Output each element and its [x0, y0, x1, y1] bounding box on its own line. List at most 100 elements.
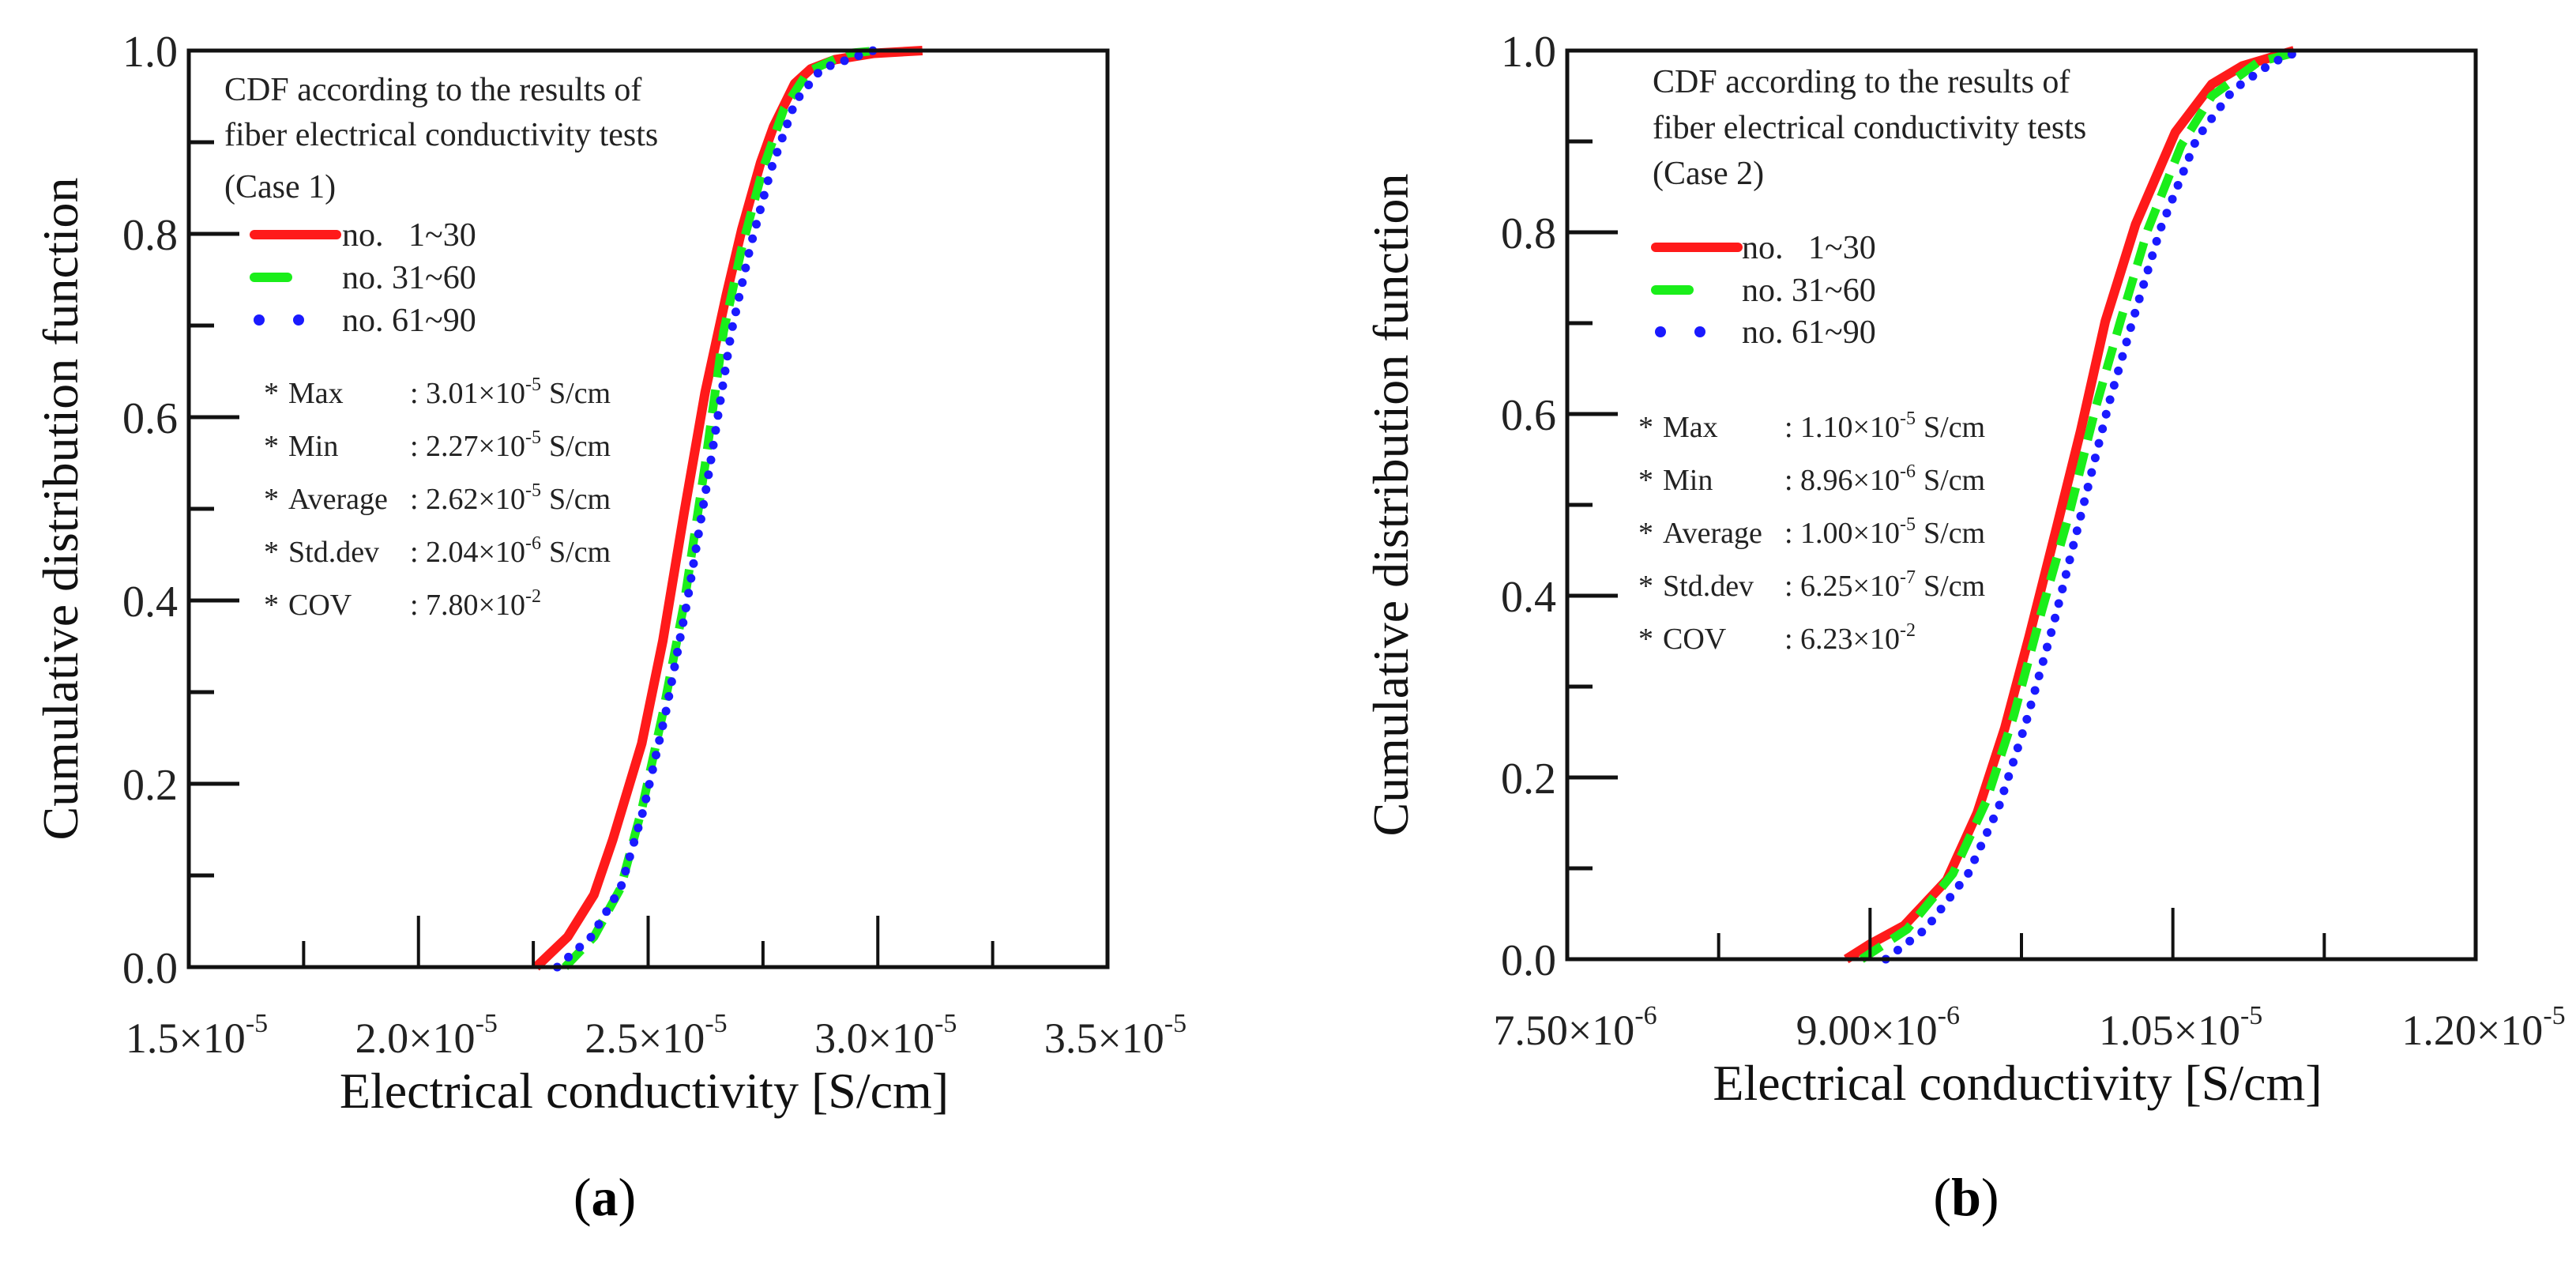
- y-tick-label: 1.0: [1501, 28, 1556, 77]
- stat-bullet: *: [264, 430, 279, 463]
- stat-label: COV: [1663, 623, 1727, 656]
- x-axis-title: Electrical conductivity [S/cm]: [340, 1063, 949, 1119]
- stat-exponent: -6: [525, 533, 541, 554]
- legend-label: no. 1~30: [1742, 230, 1876, 266]
- stat-row: * Std.dev : 6.25×10-7 S/cm: [1638, 567, 1985, 603]
- legend-item: no. 61~90: [1655, 314, 1876, 351]
- stat-mantissa: : 2.04×10: [410, 536, 525, 569]
- series-line-2: [1859, 49, 2293, 963]
- stat-value: : 6.23×10-2: [1784, 620, 1916, 656]
- stat-label: Std.dev: [1663, 570, 1754, 603]
- x-tick-mantissa: 1.5×10: [126, 1014, 246, 1062]
- legend: no. 1~30 no. 31~60 no. 61~90: [250, 217, 476, 339]
- stat-value: : 2.27×10-5 S/cm: [410, 427, 611, 463]
- x-tick-label: 3.0×10-5: [814, 1009, 957, 1062]
- stat-row: * COV: 7.80×10-2: [264, 586, 541, 622]
- stat-exponent: -2: [525, 586, 541, 607]
- stat-mantissa: : 8.96×10: [1784, 464, 1900, 497]
- stat-mantissa: : 7.80×10: [410, 589, 525, 622]
- x-tick-mantissa: 1.20×10: [2401, 1007, 2543, 1054]
- stat-row: * COV: 6.23×10-2: [1638, 620, 1916, 656]
- stat-exponent: -5: [1900, 408, 1916, 429]
- y-tick-label: 0.4: [122, 578, 178, 627]
- x-tick-label: 9.00×10-6: [1796, 1001, 1960, 1054]
- legend-item: no. 31~60: [250, 260, 476, 296]
- stat-label: Average: [288, 483, 388, 516]
- stat-mantissa: : 2.27×10: [410, 430, 525, 463]
- y-axis-title: Cumulative distribution function: [32, 177, 88, 840]
- panel-label-paren-close: ): [619, 1167, 637, 1227]
- stat-bullet: *: [1638, 570, 1653, 603]
- stat-mantissa: : 1.00×10: [1784, 517, 1900, 550]
- stat-exponent: -5: [525, 375, 541, 395]
- y-tick-label: 0.2: [1501, 755, 1556, 804]
- stat-bullet: *: [264, 536, 279, 569]
- x-tick-label: 1.05×10-5: [2099, 1001, 2262, 1054]
- chart-panel-a: 0.00.20.40.60.81.01.5×10-5 2.0×10-5 2.5×10…: [32, 28, 1186, 1227]
- stat-unit: S/cm: [549, 377, 611, 410]
- stat-label: Max: [1663, 411, 1718, 444]
- annotation-line: (Case 2): [1653, 156, 1764, 192]
- x-tick-mantissa: 9.00×10: [1796, 1007, 1938, 1054]
- annotation-line: (Case 1): [224, 169, 336, 205]
- stat-label: Max: [288, 377, 344, 410]
- legend-swatch-dot: [1655, 326, 1666, 337]
- x-tick-exponent: -5: [935, 1009, 957, 1038]
- y-tick-label: 0.0: [1501, 936, 1556, 985]
- y-tick-label: 1.0: [122, 28, 178, 77]
- x-tick-label: 7.50×10-6: [1493, 1001, 1657, 1054]
- annotation-line: fiber electrical conductivity tests: [1653, 110, 2086, 146]
- stat-exponent: -5: [525, 427, 541, 448]
- stat-label: Min: [288, 430, 338, 463]
- stat-bullet: *: [1638, 411, 1653, 444]
- stat-value: : 2.62×10-5 S/cm: [410, 480, 611, 516]
- stat-exponent: -5: [525, 480, 541, 501]
- annotation-line: CDF according to the results of: [1653, 64, 2070, 100]
- stat-bullet: *: [264, 377, 279, 410]
- series-group: [1843, 46, 2299, 964]
- x-tick-mantissa: 3.5×10: [1044, 1014, 1164, 1062]
- stat-label: Min: [1663, 464, 1713, 497]
- stat-value: : 2.04×10-6 S/cm: [410, 533, 611, 569]
- stat-unit: S/cm: [549, 430, 611, 463]
- x-tick-mantissa: 2.0×10: [355, 1014, 476, 1062]
- stat-exponent: -2: [1900, 620, 1916, 641]
- series-group: [532, 46, 923, 972]
- stat-row: * Min : 2.27×10-5 S/cm: [264, 427, 611, 463]
- x-tick-mantissa: 7.50×10: [1493, 1007, 1634, 1054]
- y-tick-label: 0.6: [122, 394, 178, 443]
- panel-label: (b): [1933, 1167, 1999, 1227]
- legend-item: no. 1~30: [250, 217, 476, 254]
- stat-row: * Max: 1.10×10-5 S/cm: [1638, 408, 1985, 444]
- legend-label: no. 61~90: [342, 303, 476, 339]
- stat-value: : 7.80×10-2: [410, 586, 541, 622]
- x-tick-mantissa: 3.0×10: [814, 1014, 935, 1062]
- y-axis-title: Cumulative distribution function: [1363, 173, 1419, 836]
- stat-value: : 3.01×10-5 S/cm: [410, 375, 611, 410]
- x-tick-label: 1.20×10-5: [2401, 1001, 2565, 1054]
- x-tick-label: 2.5×10-5: [585, 1009, 727, 1062]
- legend-label: no. 1~30: [342, 217, 476, 254]
- x-tick-mantissa: 1.05×10: [2099, 1007, 2240, 1054]
- legend-item: no. 1~30: [1651, 230, 1876, 266]
- chart-panel-b: 0.00.20.40.60.81.07.50×10-6 9.00×10-6 1.05…: [1363, 28, 2566, 1227]
- stat-exponent: -6: [1900, 461, 1916, 482]
- legend-swatch-dot: [1694, 326, 1705, 337]
- stat-exponent: -7: [1900, 567, 1916, 588]
- legend-item: no. 61~90: [254, 303, 476, 339]
- stat-bullet: *: [264, 589, 279, 622]
- x-tick-label: 1.5×10-5: [126, 1009, 268, 1062]
- y-tick-label: 0.8: [122, 211, 178, 260]
- y-tick-label: 0.8: [1501, 209, 1556, 258]
- legend-swatch-dot: [293, 314, 304, 326]
- annotation-line: fiber electrical conductivity tests: [224, 117, 658, 153]
- stat-unit: S/cm: [549, 536, 611, 569]
- stat-exponent: -5: [1900, 514, 1916, 535]
- legend-label: no. 61~90: [1742, 314, 1876, 351]
- legend-item: no. 31~60: [1651, 273, 1876, 309]
- legend: no. 1~30 no. 31~60 no. 61~90: [1651, 230, 1876, 351]
- stat-value: : 6.25×10-7 S/cm: [1784, 567, 1985, 603]
- stat-unit: S/cm: [549, 483, 611, 516]
- stat-label: Average: [1663, 517, 1762, 550]
